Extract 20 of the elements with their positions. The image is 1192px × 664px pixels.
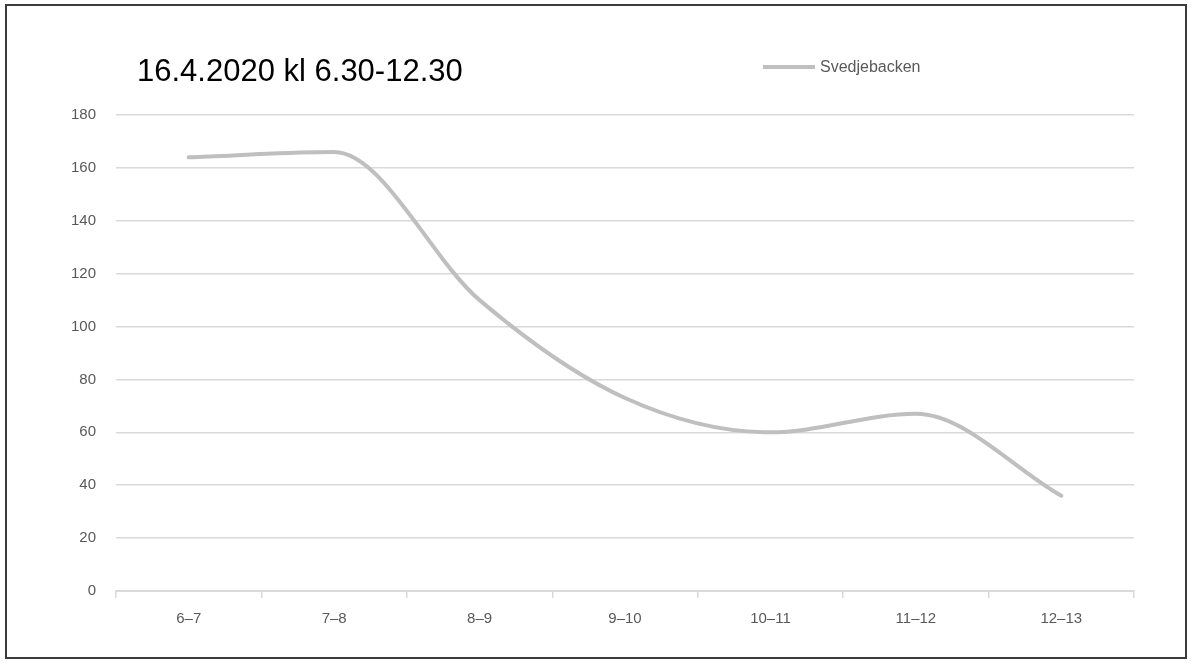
x-tick-label: 6–7 bbox=[176, 609, 202, 627]
y-tick-label: 20 bbox=[79, 528, 96, 546]
x-tick-label: 12–13 bbox=[1040, 609, 1083, 627]
x-tick-label: 9–10 bbox=[608, 609, 642, 627]
y-tick-label: 120 bbox=[70, 263, 96, 281]
x-tick-label: 11–12 bbox=[895, 609, 937, 627]
y-tick-label: 80 bbox=[79, 369, 96, 387]
y-tick-label: 100 bbox=[70, 316, 96, 334]
y-tick-label: 180 bbox=[70, 105, 96, 123]
chart-title: 16.4.2020 kl 6.30-12.30 bbox=[137, 53, 463, 89]
y-tick-label: 60 bbox=[79, 422, 96, 440]
line-series bbox=[186, 150, 1064, 498]
y-tick-label: 0 bbox=[87, 581, 96, 599]
y-tick-label: 140 bbox=[70, 210, 96, 228]
x-tick-label: 8–9 bbox=[467, 609, 493, 627]
x-tick-label: 7–8 bbox=[321, 609, 347, 627]
y-tick-label: 160 bbox=[70, 158, 96, 176]
x-tick-label: 10–11 bbox=[750, 609, 791, 627]
y-tick-label: 40 bbox=[79, 475, 96, 493]
legend-label: Svedjebacken bbox=[820, 58, 921, 76]
